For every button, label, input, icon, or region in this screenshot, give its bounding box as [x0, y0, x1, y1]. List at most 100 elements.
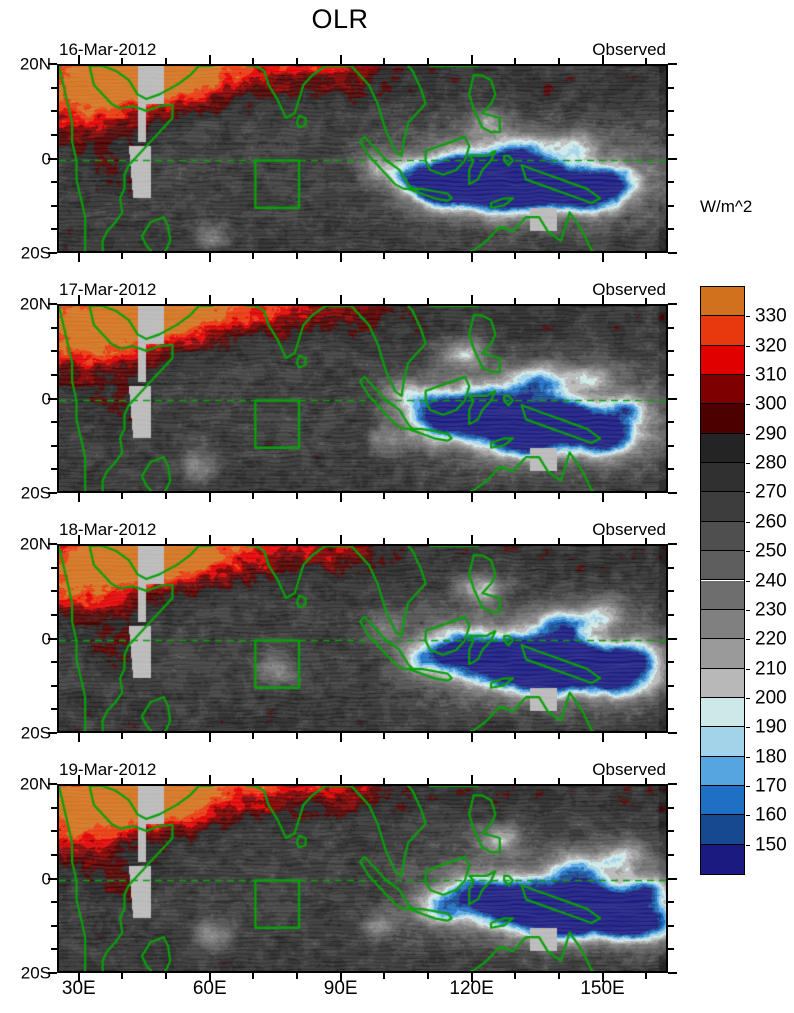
y-axis-tick [668, 637, 677, 640]
x-axis-tick [601, 535, 604, 544]
x-axis-tick [208, 253, 211, 262]
colorbar-band [701, 668, 744, 698]
x-axis-minor-tick [383, 58, 386, 64]
y-axis-minor-tick [51, 948, 57, 951]
colorbar-tick [746, 492, 750, 494]
y-axis-minor-tick [51, 204, 57, 207]
colorbar-tick-label: 220 [755, 628, 787, 650]
x-axis-minor-tick [645, 493, 648, 499]
x-axis-minor-tick [514, 253, 517, 259]
x-axis-minor-tick [557, 493, 560, 499]
x-axis-minor-tick [296, 538, 299, 544]
colorbar-tick [746, 404, 750, 406]
y-axis-minor-tick [51, 806, 57, 809]
y-axis-tick-label: 0 [41, 149, 51, 168]
x-axis-minor-tick [121, 973, 124, 979]
x-axis-minor-tick [165, 298, 168, 304]
x-axis-minor-tick [165, 733, 168, 739]
map-plot-area [57, 544, 668, 733]
colorbar: 330 320 310 300 290 280 270 260 250 240 230 220 210 2… [700, 286, 787, 875]
y-axis-tick [668, 303, 677, 305]
x-axis-minor-tick [383, 733, 386, 739]
colorbar-band [701, 756, 744, 786]
x-axis-minor-tick [121, 253, 124, 259]
panel-date-label: 19-Mar-2012 [59, 760, 157, 779]
map-panel: 17-Mar-2012 Observed 20N 0 20S [20, 280, 677, 502]
x-axis-minor-tick [514, 298, 517, 304]
y-axis-minor-tick [668, 830, 674, 833]
x-axis-tick [77, 775, 80, 784]
y-axis-minor-tick [51, 830, 57, 833]
x-axis-tick [601, 733, 604, 742]
map-panel: 16-Mar-2012 Observed 20N 0 20S [20, 40, 677, 262]
colorbar-band [701, 345, 744, 376]
x-axis-minor-tick [252, 973, 255, 979]
y-axis-minor-tick [51, 326, 57, 329]
y-axis-minor-tick [51, 181, 57, 184]
x-axis-tick [470, 973, 473, 982]
x-axis-minor-tick [645, 973, 648, 979]
y-axis-minor-tick [668, 566, 674, 569]
colorbar-tick-label: 170 [755, 775, 787, 797]
colorbar-band [701, 433, 744, 464]
y-axis-minor-tick [668, 468, 674, 471]
x-axis-minor-tick [252, 58, 255, 64]
colorbar-band [701, 404, 744, 434]
x-axis-minor-tick [296, 733, 299, 739]
y-axis-minor-tick [51, 110, 57, 113]
y-axis-minor-tick [668, 853, 674, 856]
y-axis-tick-label: 20S [20, 483, 51, 503]
y-axis-tick [48, 303, 57, 305]
y-axis-minor-tick [668, 228, 674, 231]
x-axis-tick [208, 55, 211, 64]
y-axis-tick [48, 397, 57, 400]
x-axis-minor-tick [514, 733, 517, 739]
x-axis-minor-tick [296, 253, 299, 259]
x-axis-minor-tick [121, 778, 124, 784]
colorbar-tick-label: 160 [755, 804, 787, 826]
y-axis-tick-label: 20N [19, 534, 51, 554]
colorbar-tick-label: 240 [755, 570, 787, 591]
y-axis-minor-tick [668, 421, 674, 424]
colorbar-band [701, 521, 744, 552]
y-axis-minor-tick [668, 590, 674, 593]
colorbar-tick [746, 375, 750, 377]
y-axis-tick-label: 20S [20, 963, 51, 983]
x-axis-minor-tick [252, 778, 255, 784]
y-axis-tick [668, 972, 677, 974]
colorbar-tick-label: 210 [755, 658, 787, 680]
y-axis-tick [668, 492, 677, 494]
y-axis-minor-tick [51, 468, 57, 471]
x-axis-minor-tick [557, 253, 560, 259]
colorbar-tick-label: 260 [755, 511, 787, 533]
colorbar-tick-label: 310 [755, 364, 787, 386]
x-axis-tick [208, 973, 211, 982]
x-axis-tick [470, 535, 473, 544]
colorbar-band [701, 492, 744, 522]
x-axis-tick [339, 55, 342, 64]
x-axis-minor-tick [645, 58, 648, 64]
x-axis-tick [77, 973, 80, 982]
x-axis-minor-tick [645, 733, 648, 739]
x-axis-minor-tick [645, 298, 648, 304]
x-axis-tick [470, 493, 473, 502]
colorbar-tick-label: 320 [755, 335, 787, 357]
colorbar-tick [746, 345, 750, 347]
colorbar-band [701, 609, 744, 640]
y-axis-tick [668, 543, 677, 545]
x-axis-tick [339, 733, 342, 742]
x-axis-minor-tick [557, 733, 560, 739]
colorbar-band [701, 375, 744, 405]
x-axis-minor-tick [514, 58, 517, 64]
colorbar-tick [746, 551, 750, 553]
colorbar-tick-label: 280 [755, 452, 787, 474]
y-axis-tick [668, 783, 677, 785]
x-axis-tick [470, 295, 473, 304]
x-axis-minor-tick [165, 538, 168, 544]
colorbar-tick [746, 756, 750, 758]
colorbar-tick [746, 609, 750, 611]
x-axis-tick-label: 60E [192, 978, 227, 999]
olr-field-canvas [59, 546, 666, 731]
colorbar-tick-label: 330 [755, 305, 787, 327]
y-axis-minor-tick [668, 204, 674, 207]
